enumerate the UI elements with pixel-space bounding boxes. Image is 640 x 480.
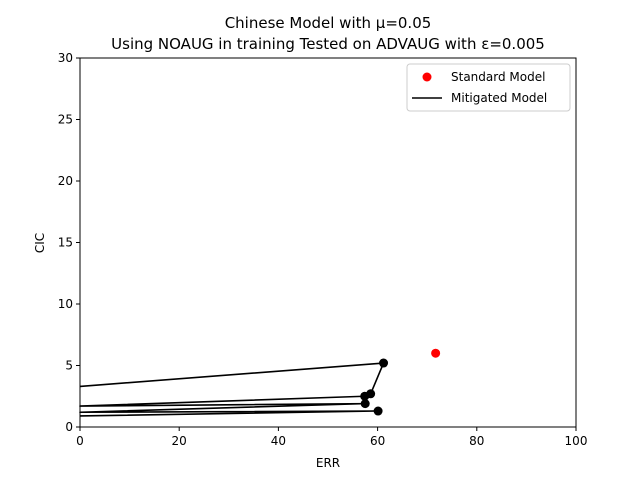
legend-box — [406, 63, 571, 112]
legend-label-standard: Standard Model — [451, 70, 545, 84]
legend: Standard Model Mitigated Model — [406, 63, 571, 112]
x-tick-label: 0 — [76, 434, 84, 448]
mitigated-model-point — [360, 391, 370, 401]
x-tick-label: 60 — [370, 434, 385, 448]
y-tick-label: 10 — [58, 297, 73, 311]
y-tick-label: 20 — [58, 174, 73, 188]
mitigated-model-point — [373, 406, 383, 416]
y-axis: 0 5 10 15 20 25 30 — [58, 51, 80, 434]
x-tick-label: 100 — [565, 434, 588, 448]
x-tick-label: 80 — [469, 434, 484, 448]
x-tick-label: 20 — [172, 434, 187, 448]
x-tick-label: 40 — [271, 434, 286, 448]
chart-title: Chinese Model with μ=0.05 — [225, 14, 432, 32]
y-tick-label: 15 — [58, 236, 73, 250]
plot-frame — [79, 57, 577, 428]
x-axis-label: ERR — [316, 456, 340, 470]
mitigated-model-point — [379, 358, 389, 368]
standard-model-point — [431, 348, 441, 358]
y-tick-label: 25 — [58, 113, 73, 127]
legend-marker-standard — [422, 72, 432, 82]
y-tick-label: 0 — [65, 420, 73, 434]
y-axis-label: CIC — [33, 233, 47, 253]
y-tick-label: 30 — [58, 51, 73, 65]
mitigated-model-point — [360, 399, 370, 409]
plot-area — [80, 58, 576, 427]
legend-label-mitigated: Mitigated Model — [451, 91, 547, 105]
chart-subtitle: Using NOAUG in training Tested on ADVAUG… — [111, 35, 545, 53]
y-tick-label: 5 — [65, 359, 73, 373]
x-axis: 0 20 40 60 80 100 — [76, 427, 587, 448]
